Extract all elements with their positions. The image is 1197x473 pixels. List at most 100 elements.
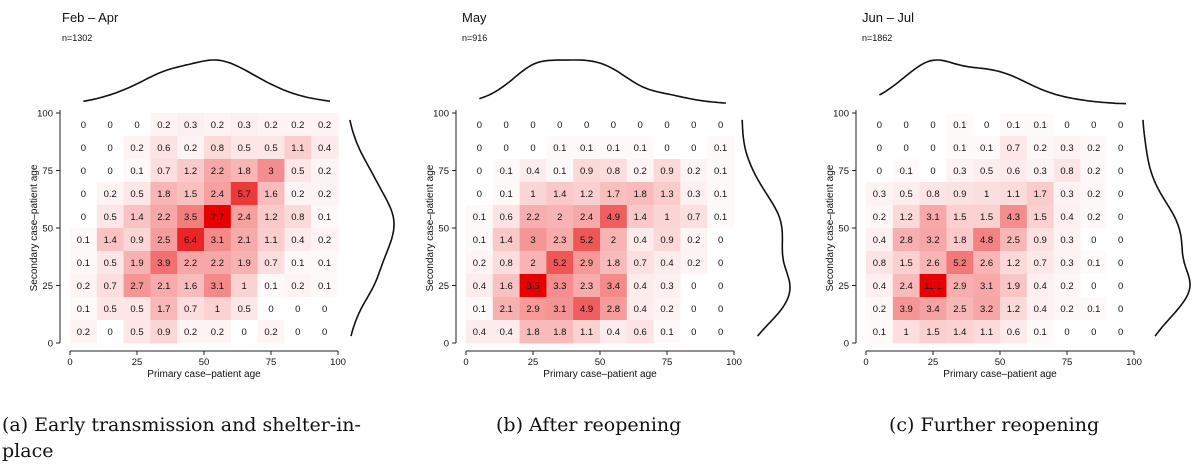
heatmap-cell-label: 0.1 — [318, 258, 331, 269]
panel-subtitle: n=1302 — [62, 33, 92, 43]
heatmap-cell-label: 2.1 — [500, 304, 513, 315]
heatmap-cell — [866, 228, 894, 252]
heatmap-cell — [519, 251, 547, 275]
heatmap-cell-label: 0 — [984, 120, 989, 131]
heatmap-cell — [919, 297, 947, 321]
heatmap-cell — [892, 182, 921, 206]
heatmap-cell — [1053, 113, 1081, 137]
heatmap-cell-label: 1.2 — [184, 166, 197, 177]
heatmap-cell-label: 0 — [718, 120, 723, 131]
heatmap-cell — [70, 251, 98, 275]
heatmap-cell-label: 0.1 — [634, 143, 647, 154]
heatmap-cell-label: 0 — [1118, 281, 1123, 292]
heatmap-cell-label: 0.2 — [211, 120, 224, 131]
heatmap-cell — [1053, 297, 1081, 321]
heatmap-cell-label: 0 — [1118, 235, 1123, 246]
heatmap-cell — [866, 297, 894, 321]
heatmap-cell-label: 0.2 — [318, 120, 331, 131]
heatmap-cell — [1053, 320, 1081, 344]
heatmap-cell — [973, 159, 1001, 183]
heatmap-cell-label: 4.8 — [980, 235, 993, 246]
right-marginal-density — [1142, 119, 1191, 337]
heatmap-cell — [466, 182, 494, 206]
heatmap-cell-label: 3.1 — [926, 212, 939, 223]
heatmap-cell — [919, 205, 947, 229]
heatmap-cell-label: 0 — [930, 143, 935, 154]
heatmap-cell — [311, 113, 339, 137]
heatmap-cell-label: 0.4 — [1060, 212, 1073, 223]
heatmap-cell — [946, 320, 974, 344]
heatmap-cell — [123, 274, 151, 298]
heatmap-cell-label: 0 — [930, 166, 935, 177]
heatmap-cell-label: 0.8 — [607, 166, 620, 177]
heatmap-cell-label: 0.2 — [264, 120, 277, 131]
x-tick-label: 100 — [330, 357, 346, 368]
heatmap-cell — [946, 228, 974, 252]
heatmap-cell-label: 0.3 — [1034, 166, 1047, 177]
heatmap-cell-label: 2 — [530, 258, 535, 269]
heatmap-cell-label: 0 — [504, 120, 509, 131]
heatmap-cell-label: 0 — [557, 120, 562, 131]
heatmap-cell — [973, 136, 1001, 160]
heatmap-cell — [150, 113, 178, 137]
heatmap-cell-label: 0.5 — [264, 143, 277, 154]
heatmap-cell — [257, 136, 285, 160]
heatmap-cell — [150, 136, 178, 160]
heatmap-cell — [257, 251, 285, 275]
heatmap-panel-2: Jun – Jul n=1862 0 0 0 0.1 0 0.1 0.1 0 0 0 0 0 0 0.1 0.1… — [825, 10, 1191, 380]
heatmap-cell-label: 0.2 — [264, 327, 277, 338]
heatmap-cell-label: 0.1 — [473, 304, 486, 315]
heatmap-cell-label: 0 — [904, 120, 909, 131]
heatmap-cell — [311, 320, 339, 344]
heatmap-cell-label: 0.4 — [318, 143, 331, 154]
heatmap-cell — [123, 182, 151, 206]
heatmap-cell-label: 0.1 — [714, 189, 727, 200]
heatmap-cell — [919, 159, 947, 183]
heatmap-cell-label: 1.7 — [1034, 189, 1047, 200]
heatmap-cell — [626, 113, 655, 137]
heatmap-cell-label: 1 — [530, 189, 535, 200]
heatmap-cell — [492, 113, 521, 137]
heatmap-cell-label: 0.2 — [211, 327, 224, 338]
heatmap-cell — [230, 159, 259, 183]
heatmap-cell — [96, 251, 125, 275]
heatmap-cell — [1026, 297, 1055, 321]
heatmap-cell-label: 0 — [691, 120, 696, 131]
heatmap-cell-label: 0.8 — [873, 258, 886, 269]
heatmap-cell — [1080, 159, 1108, 183]
heatmap-cell — [919, 228, 947, 252]
heatmap-cell — [1080, 113, 1108, 137]
heatmap-cell — [653, 251, 681, 275]
heatmap-cell-label: 0.2 — [687, 235, 700, 246]
right-marginal-density — [741, 119, 791, 337]
heatmap-cell-label: 2.2 — [184, 258, 197, 269]
heatmap-panel-1: May n=916 0 0 0 0 0 0 0 0 0 0 0 0 0 0.1 0.1 0.1 0.1 0 0 0.1 0 0… — [425, 10, 791, 380]
heatmap-cell-label: 0 — [1091, 235, 1096, 246]
heatmap-cell-label: 0.5 — [238, 143, 251, 154]
heatmap-cell — [866, 320, 894, 344]
heatmap-cell — [1053, 251, 1081, 275]
heatmap-cell — [707, 136, 735, 160]
heatmap-cell — [311, 182, 339, 206]
heatmap-cell — [653, 228, 681, 252]
heatmap-cell-label: 0 — [1118, 304, 1123, 315]
heatmap-cell — [946, 159, 974, 183]
heatmap-cell-label: 0 — [1064, 120, 1069, 131]
heatmap-cell-label: 0.1 — [291, 258, 304, 269]
heatmap-cell — [177, 297, 205, 321]
heatmap-cell — [1053, 228, 1081, 252]
heatmap-cell-label: 1.8 — [634, 189, 647, 200]
x-tick-label: 75 — [662, 357, 673, 368]
heatmap-cell — [626, 205, 655, 229]
heatmap-cell — [600, 274, 628, 298]
heatmap-cell-label: 0.7 — [264, 258, 277, 269]
heatmap-cell-label: 3 — [268, 166, 273, 177]
heatmap-cell-label: 0.2 — [318, 235, 331, 246]
heatmap-cell-label: 1.1 — [264, 235, 277, 246]
heatmap-cell-label: 0.2 — [634, 166, 647, 177]
heatmap-cell — [1080, 136, 1108, 160]
heatmap-cell — [892, 136, 921, 160]
heatmap-cell-label: 0 — [718, 304, 723, 315]
heatmap-cell-label: 4.9 — [580, 304, 593, 315]
heatmap-cell — [284, 228, 312, 252]
